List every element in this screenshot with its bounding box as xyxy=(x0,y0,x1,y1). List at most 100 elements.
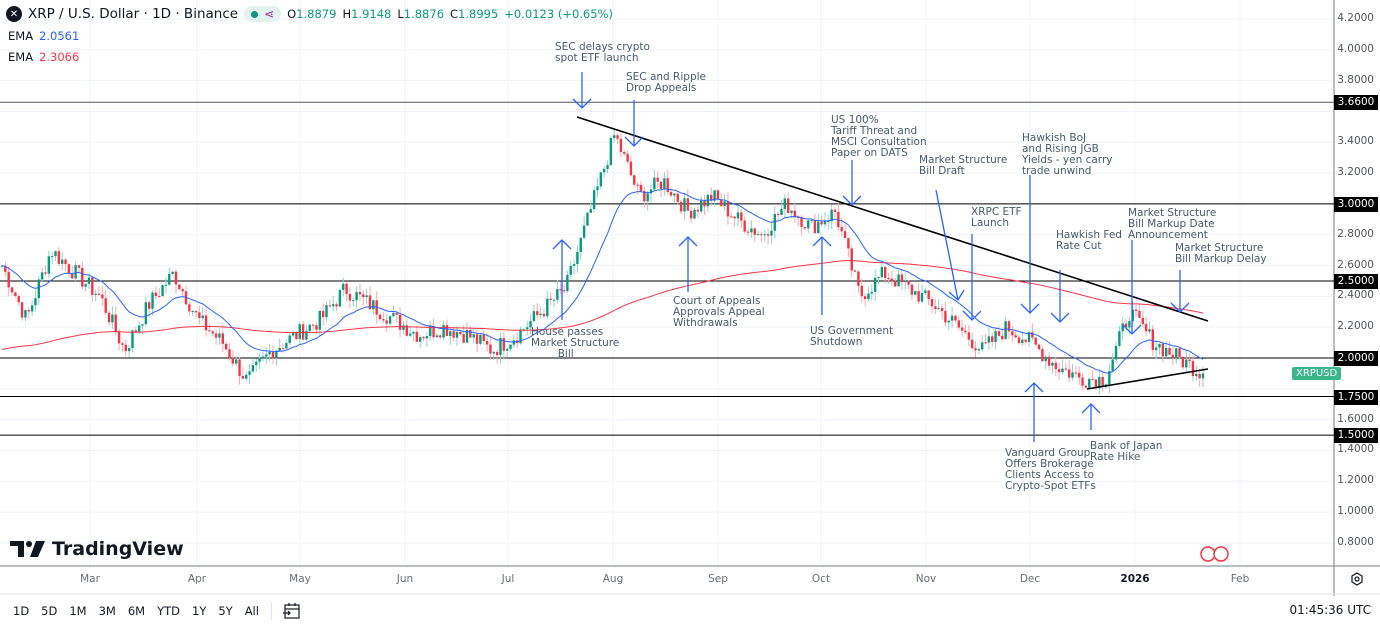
candle-body[interactable] xyxy=(181,289,184,292)
candle-body[interactable] xyxy=(228,349,231,358)
candle-body[interactable] xyxy=(311,324,315,326)
candle-body[interactable] xyxy=(117,331,121,344)
candle-body[interactable] xyxy=(288,335,291,344)
candle-body[interactable] xyxy=(255,361,258,366)
candle-body[interactable] xyxy=(502,338,506,351)
candle-body[interactable] xyxy=(234,359,238,364)
candle-body[interactable] xyxy=(857,271,860,286)
candle-body[interactable] xyxy=(827,221,830,223)
range-5d-button[interactable]: 5D xyxy=(41,604,58,618)
candle-body[interactable] xyxy=(382,319,385,321)
candle-body[interactable] xyxy=(1064,368,1068,370)
candle-body[interactable] xyxy=(853,270,857,272)
candle-body[interactable] xyxy=(666,178,669,192)
candle-body[interactable] xyxy=(797,217,800,219)
candle-body[interactable] xyxy=(1094,379,1098,389)
utc-clock[interactable]: 01:45:36 UTC xyxy=(1289,603,1372,617)
candle-body[interactable] xyxy=(847,237,850,249)
candle-body[interactable] xyxy=(974,348,977,351)
candle-body[interactable] xyxy=(1138,310,1141,318)
candle-body[interactable] xyxy=(392,312,395,317)
candle-body[interactable] xyxy=(820,221,823,225)
candle-body[interactable] xyxy=(870,291,874,294)
candle-body[interactable] xyxy=(91,277,94,295)
candle-body[interactable] xyxy=(1151,329,1155,351)
candle-body[interactable] xyxy=(883,267,887,278)
candle-body[interactable] xyxy=(429,325,432,337)
candle-body[interactable] xyxy=(1154,347,1158,351)
candle-body[interactable] xyxy=(947,320,950,323)
candle-body[interactable] xyxy=(265,354,268,357)
candle-body[interactable] xyxy=(536,311,539,316)
event-annotation[interactable]: Bank of Japan Rate Hike xyxy=(1090,440,1163,463)
candle-body[interactable] xyxy=(495,351,499,356)
range-3m-button[interactable]: 3M xyxy=(98,604,116,618)
candle-body[interactable] xyxy=(372,300,375,310)
candle-body[interactable] xyxy=(599,172,603,187)
candle-body[interactable] xyxy=(867,293,870,300)
event-annotation[interactable]: Hawkish BoJ and Rising JGB Yields - yen … xyxy=(1022,132,1113,177)
candle-body[interactable] xyxy=(178,284,181,290)
candle-body[interactable] xyxy=(636,184,639,186)
candle-body[interactable] xyxy=(920,293,924,302)
candle-body[interactable] xyxy=(800,217,803,227)
candle-body[interactable] xyxy=(639,185,643,192)
range-1m-button[interactable]: 1M xyxy=(69,604,87,618)
candle-body[interactable] xyxy=(141,324,144,326)
candle-body[interactable] xyxy=(245,374,248,379)
candle-body[interactable] xyxy=(17,296,20,303)
candle-body[interactable] xyxy=(355,292,358,301)
candle-body[interactable] xyxy=(1171,354,1175,359)
candle-body[interactable] xyxy=(997,331,1001,336)
candle-body[interactable] xyxy=(934,306,937,309)
event-annotation[interactable]: US 100% Tariff Threat and MSCI Consultat… xyxy=(831,114,927,159)
candle-body[interactable] xyxy=(619,138,623,153)
candle-body[interactable] xyxy=(693,209,696,219)
candle-body[interactable] xyxy=(860,285,863,297)
candle-body[interactable] xyxy=(873,277,877,292)
candle-body[interactable] xyxy=(1021,339,1024,344)
candle-body[interactable] xyxy=(1071,372,1074,378)
event-annotation[interactable]: Court of Appeals Approvals Appeal Withdr… xyxy=(673,295,765,329)
candle-body[interactable] xyxy=(455,331,459,338)
candle-body[interactable] xyxy=(549,298,552,300)
candle-body[interactable] xyxy=(44,272,47,274)
candle-body[interactable] xyxy=(552,299,556,301)
candle-body[interactable] xyxy=(61,259,64,264)
candle-body[interactable] xyxy=(579,237,582,253)
candle-body[interactable] xyxy=(204,315,208,331)
us-event-icon[interactable] xyxy=(1200,546,1216,562)
candle-body[interactable] xyxy=(1131,309,1134,322)
candle-body[interactable] xyxy=(107,312,111,323)
candle-body[interactable] xyxy=(442,325,445,338)
candle-body[interactable] xyxy=(422,337,425,339)
candle-body[interactable] xyxy=(1121,323,1124,332)
candle-body[interactable] xyxy=(1168,347,1171,355)
candle-body[interactable] xyxy=(1178,348,1181,357)
candle-body[interactable] xyxy=(673,193,676,196)
candle-body[interactable] xyxy=(1017,337,1021,344)
candle-body[interactable] xyxy=(964,330,967,333)
trendline[interactable] xyxy=(576,116,1209,322)
candle-body[interactable] xyxy=(124,344,127,352)
event-annotation[interactable]: XRPC ETF Launch xyxy=(971,206,1022,229)
candle-body[interactable] xyxy=(261,356,265,359)
candle-body[interactable] xyxy=(1188,359,1191,362)
candle-body[interactable] xyxy=(914,291,917,295)
candle-body[interactable] xyxy=(894,281,897,287)
candle-body[interactable] xyxy=(954,315,957,321)
candle-body[interactable] xyxy=(432,325,435,337)
candle-body[interactable] xyxy=(833,209,837,212)
candle-body[interactable] xyxy=(285,343,288,349)
candle-body[interactable] xyxy=(679,201,683,212)
candle-body[interactable] xyxy=(1108,371,1111,385)
candle-body[interactable] xyxy=(1181,356,1185,368)
candle-body[interactable] xyxy=(362,294,365,298)
candle-body[interactable] xyxy=(616,135,619,139)
candle-body[interactable] xyxy=(760,234,763,236)
candle-body[interactable] xyxy=(469,329,472,338)
range-6m-button[interactable]: 6M xyxy=(127,604,146,618)
event-annotation[interactable]: Hawkish Fed Rate Cut xyxy=(1056,229,1122,252)
candle-body[interactable] xyxy=(1175,348,1178,359)
candle-body[interactable] xyxy=(418,337,422,342)
